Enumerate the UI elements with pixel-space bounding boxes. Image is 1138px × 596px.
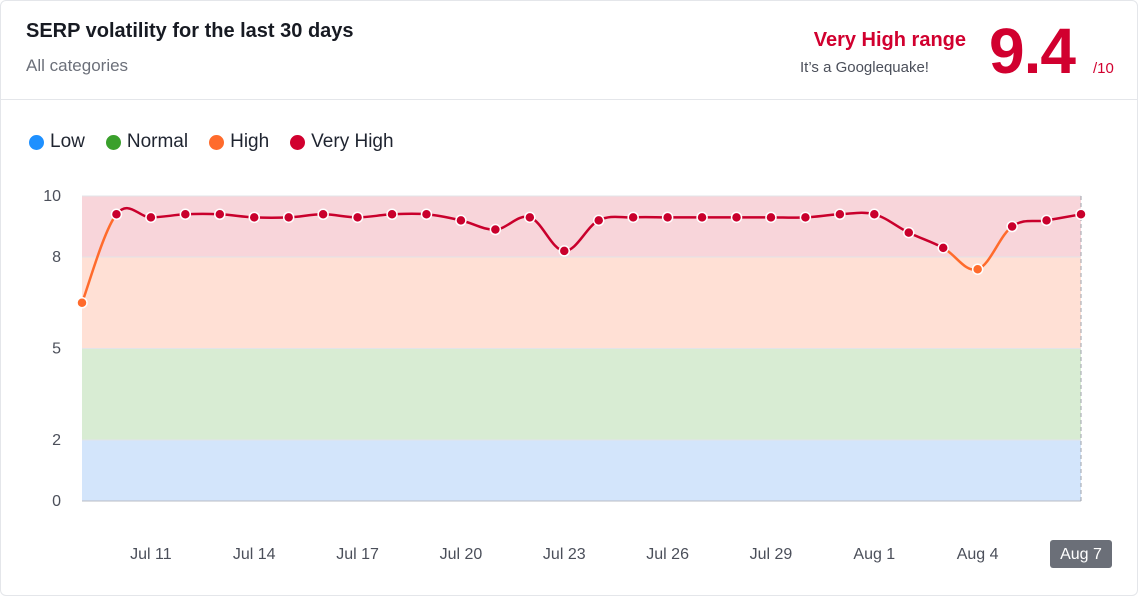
band-high: [82, 257, 1081, 349]
legend-label: Very High: [311, 131, 394, 152]
legend-label: Normal: [126, 131, 189, 152]
volatility-range-note: It’s a Googlequake!: [800, 59, 929, 76]
data-point: [868, 208, 881, 221]
legend-dot-icon: [29, 134, 44, 150]
chart-legend: Low Normal High Very High: [29, 129, 415, 155]
legend-item-high[interactable]: High: [209, 131, 269, 153]
data-point: [661, 211, 674, 224]
legend-item-very-high[interactable]: Very High: [290, 131, 394, 153]
x-tick-label: Jul 23: [543, 546, 586, 563]
data-point: [765, 211, 777, 224]
card-header: SERP volatility for the last 30 days All…: [1, 1, 1137, 100]
data-point: [455, 214, 467, 227]
band-very-high: [82, 196, 1081, 257]
data-point: [386, 208, 398, 221]
y-tick-label: 10: [43, 188, 61, 205]
data-point: [730, 211, 743, 224]
volatility-score: 9.4: [989, 15, 1076, 87]
card-title: SERP volatility for the last 30 days: [26, 20, 354, 42]
data-point: [799, 211, 812, 224]
volatility-range-label: Very High range: [813, 29, 966, 51]
legend-dot-icon: [105, 134, 121, 150]
band-normal: [82, 348, 1081, 440]
data-point: [1040, 214, 1053, 227]
x-tick-badge: [1050, 540, 1112, 568]
x-tick-label: Jul 17: [336, 546, 379, 563]
data-point: [282, 211, 295, 224]
legend-item-low[interactable]: Low: [29, 131, 85, 153]
y-tick-label: 5: [52, 341, 61, 358]
data-point: [179, 208, 192, 221]
legend-label: Low: [50, 131, 85, 152]
legend-dot-icon: [209, 134, 225, 150]
data-point: [76, 297, 88, 309]
data-point: [971, 263, 984, 275]
y-tick-label: 8: [52, 249, 61, 266]
x-tick-label: Jul 14: [233, 546, 276, 563]
data-point: [558, 245, 571, 257]
band-low: [82, 440, 1081, 501]
data-point: [1006, 220, 1018, 233]
data-point: [696, 211, 708, 224]
data-point: [903, 226, 915, 239]
data-point: [214, 208, 226, 221]
legend-item-normal[interactable]: Normal: [105, 131, 189, 153]
volatility-line-chart[interactable]: 0 2 5 8 10 Jul 11 Jul 14 Jul 17 Jul 20 Jul 23 Jul …: [1, 171, 1137, 581]
data-point: [1075, 208, 1087, 221]
x-tick-label: Jul 26: [646, 546, 689, 563]
data-point: [420, 208, 433, 221]
series-line-segment: [80, 213, 118, 304]
data-point: [145, 211, 157, 224]
volatility-score-denominator: /10: [1093, 60, 1114, 77]
category-filter-label: All categories: [26, 56, 129, 75]
x-tick-label: Jul 20: [440, 546, 483, 563]
data-point: [834, 208, 846, 221]
x-tick-label: Aug 4: [957, 546, 999, 563]
x-tick-label: Aug 1: [853, 546, 895, 563]
legend-label: High: [230, 131, 270, 152]
legend-dot-icon: [290, 134, 306, 150]
x-tick-label-selected: Aug 7: [1060, 546, 1102, 563]
y-tick-label: 2: [52, 432, 61, 449]
y-tick-label: 0: [52, 493, 61, 510]
data-point: [627, 211, 639, 224]
data-point: [110, 208, 123, 221]
data-point: [524, 211, 536, 224]
data-point: [937, 242, 949, 254]
data-point: [351, 211, 364, 224]
x-tick-label: Jul 29: [750, 546, 793, 563]
x-tick-label: Jul 11: [130, 546, 172, 563]
data-point: [489, 223, 502, 236]
data-point: [317, 208, 329, 221]
data-point: [248, 211, 260, 224]
data-point: [592, 214, 605, 227]
